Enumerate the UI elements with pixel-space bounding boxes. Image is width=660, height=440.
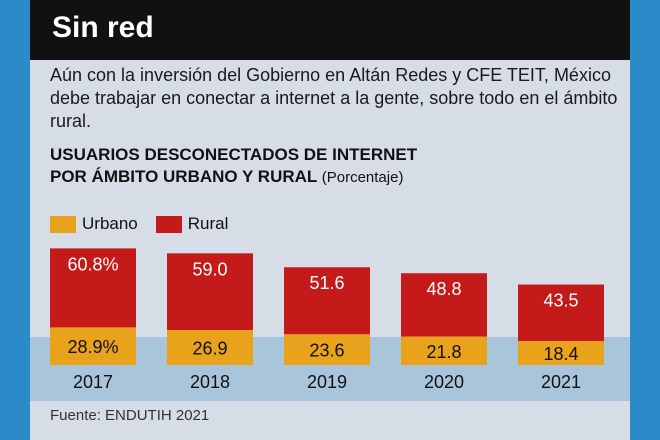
bar-rural-2017 xyxy=(50,248,136,328)
chart-unit: (Porcentaje) xyxy=(321,169,404,186)
bar-urbano-2018 xyxy=(167,330,253,365)
data-label-rural-2018: 59.0 xyxy=(192,259,227,279)
legend-label-urbano: Urbano xyxy=(82,214,138,233)
chart-title: USUARIOS DESCONECTADOS DE INTERNET POR Á… xyxy=(50,144,620,189)
data-label-urbano-2017: 28.9% xyxy=(67,337,118,357)
bar-urbano-2021 xyxy=(518,341,604,365)
chart-title-line2-text: POR ÁMBITO URBANO Y RURAL xyxy=(50,167,317,186)
legend-label-rural: Rural xyxy=(187,214,229,233)
data-label-urbano-2019: 23.6 xyxy=(309,341,344,361)
bar-rural-2019 xyxy=(284,267,370,335)
subtitle-text: Aún con la inversión del Gobierno en Alt… xyxy=(50,65,618,131)
bar-rural-2021 xyxy=(518,284,604,342)
source-text: Fuente: ENDUTIH 2021 xyxy=(50,407,210,424)
bar-rural-2020 xyxy=(401,273,487,337)
chart-title-line1: USUARIOS DESCONECTADOS DE INTERNET xyxy=(50,145,418,164)
legend-item-urbano: Urbano xyxy=(50,214,138,234)
header-title: Sin red xyxy=(52,11,154,44)
bar-rural-2018 xyxy=(167,253,253,331)
data-label-rural-2021: 43.5 xyxy=(543,291,578,311)
x-tick-label-2018: 2018 xyxy=(190,372,230,392)
infographic-card: Sin red Aún con la inversión del Gobiern… xyxy=(30,0,630,440)
x-tick-label-2020: 2020 xyxy=(424,372,464,392)
legend-swatch-urbano xyxy=(50,215,76,233)
data-label-rural-2020: 48.8 xyxy=(426,279,461,299)
x-tick-label-2017: 2017 xyxy=(73,372,113,392)
data-label-urbano-2021: 18.4 xyxy=(543,344,578,364)
bar-urbano-2020 xyxy=(401,336,487,365)
header-bar: Sin red xyxy=(30,0,630,60)
bar-urbano-2019 xyxy=(284,334,370,365)
legend: Urbano Rural xyxy=(50,213,246,235)
data-label-urbano-2020: 21.8 xyxy=(426,342,461,362)
x-tick-label-2021: 2021 xyxy=(541,372,581,392)
stacked-bar-chart: 60.8% 28.9% 2017 59.0 26.9 2018 51.6 23.6 2019 48… xyxy=(30,248,630,401)
data-label-rural-2017: 60.8% xyxy=(67,254,118,274)
legend-swatch-rural xyxy=(155,215,182,233)
data-label-rural-2019: 51.6 xyxy=(309,273,344,293)
legend-item-rural: Rural xyxy=(155,214,229,234)
bar-urbano-2017 xyxy=(50,327,136,365)
chart-title-line2: POR ÁMBITO URBANO Y RURAL (Porcentaje) xyxy=(50,166,620,189)
data-label-urbano-2018: 26.9 xyxy=(192,339,227,359)
x-tick-label-2019: 2019 xyxy=(307,372,347,392)
